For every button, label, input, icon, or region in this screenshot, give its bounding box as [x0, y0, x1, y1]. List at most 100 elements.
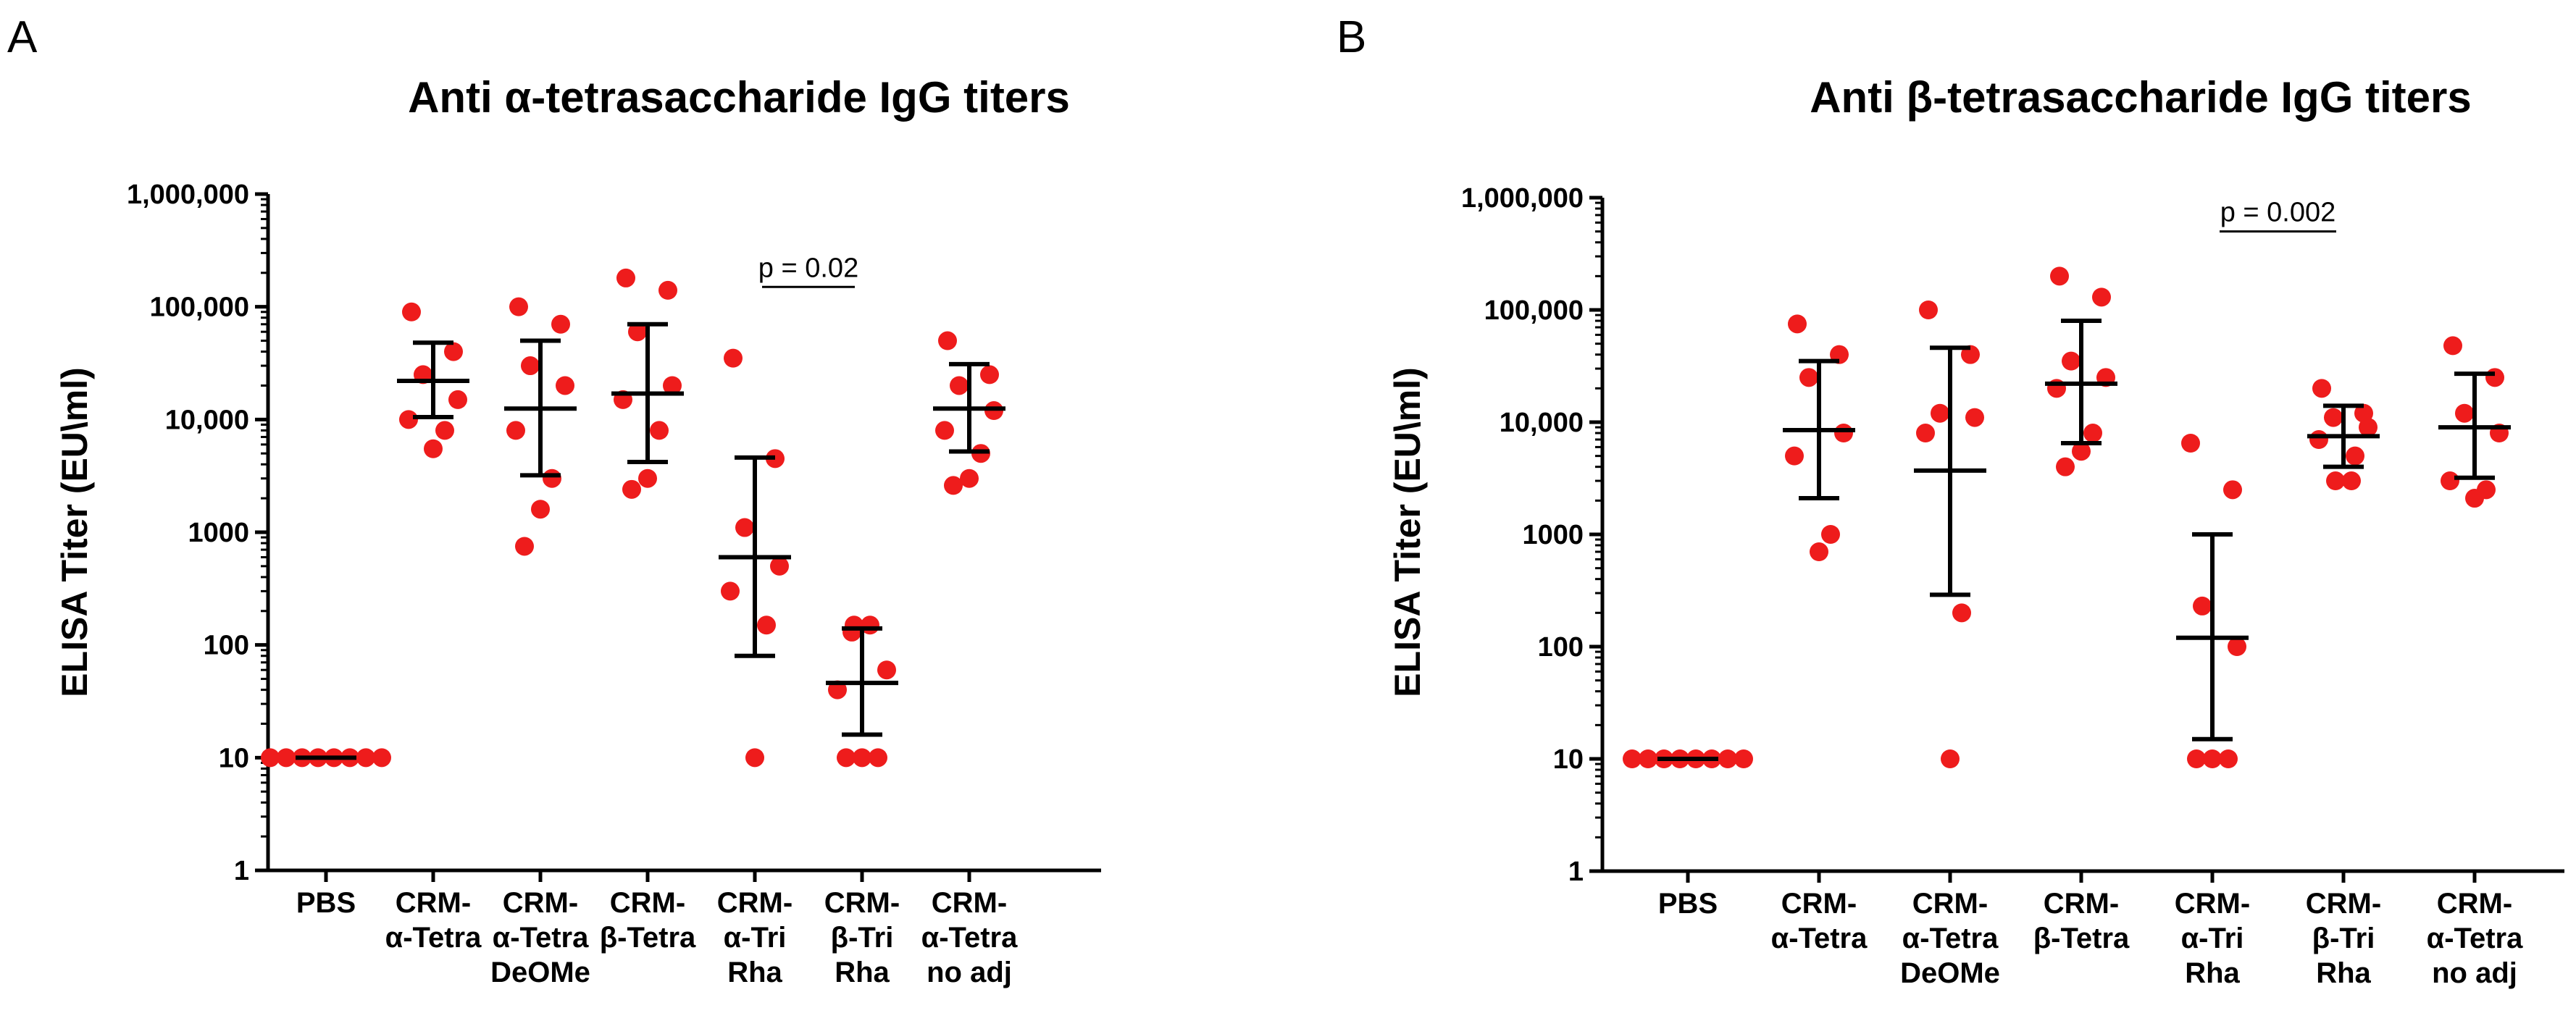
x-tick-label-line-a: DeOMe [490, 957, 590, 988]
data-point-a [724, 348, 743, 368]
data-point-a [616, 268, 635, 287]
data-point-b [2056, 457, 2075, 476]
x-tick-label-line-b: CRM- [2044, 888, 2119, 920]
data-point-a [935, 421, 954, 440]
x-tick-label-line-b: CRM- [2175, 888, 2250, 920]
y-tick-label-b: 10 [1553, 744, 1584, 775]
y-tick-label-b: 10,000 [1500, 408, 1584, 438]
y-tick-label-a: 1000 [188, 518, 249, 548]
y-tick-label-b: 1000 [1522, 520, 1584, 550]
x-tick-label-line-b: α-Tetra [2427, 923, 2524, 954]
x-tick-label-b: PBS [1658, 888, 1718, 920]
chart-title-b: Anti β-tetrasaccharide IgG titers [1810, 73, 2472, 122]
data-point-a [837, 748, 856, 768]
x-tick-label-line-b: DeOMe [1900, 957, 2000, 989]
x-tick-label-a: CRM-α-Tetra no adj [921, 887, 1019, 988]
x-tick-label-a: CRM-β-Tri Rha [824, 887, 900, 988]
data-point-b [2083, 424, 2102, 443]
x-tick-label-line-b: CRM- [2306, 888, 2381, 920]
data-point-a [424, 439, 443, 458]
data-point-b [1639, 749, 1657, 768]
data-point-b [2326, 471, 2345, 491]
data-point-b [2443, 336, 2462, 356]
data-point-b [2465, 489, 2484, 508]
y-axis-label-a: ELISA Titer (EU\ml) [54, 367, 95, 697]
data-point-b [1785, 446, 1804, 466]
data-point-b [1623, 749, 1642, 768]
data-point-b [1965, 408, 1984, 427]
data-point-a [663, 376, 682, 395]
data-point-a [842, 622, 861, 642]
x-tick-label-line-b: α-Tri [2181, 923, 2244, 954]
data-point-b [1718, 749, 1737, 768]
data-point-a [543, 469, 561, 488]
x-tick-label-b: CRM-α-Tetra DeOMe [1900, 888, 2000, 989]
x-tick-label-b: CRM-β-Tetra [2033, 888, 2130, 954]
data-point-b [2203, 749, 2222, 768]
x-tick-label-line-a: Rha [727, 957, 782, 988]
x-tick-label-line-b: β-Tetra [2033, 923, 2130, 954]
data-point-a [444, 342, 463, 361]
data-point-a [521, 356, 540, 376]
data-point-a [877, 660, 896, 680]
data-point-b [1919, 301, 1938, 319]
x-tick-label-a: PBS [296, 887, 356, 919]
data-point-a [628, 322, 647, 342]
data-point-a [506, 421, 525, 440]
chart-title-a: Anti α-tetrasaccharide IgG titers [408, 73, 1070, 122]
p-value-label-a: p = 0.02 [758, 253, 858, 283]
data-point-b [2312, 379, 2331, 398]
data-point-a [735, 518, 754, 537]
data-point-b [1788, 314, 1807, 334]
x-tick-label-line-b: β-Tri [2312, 923, 2375, 954]
y-tick-label-a: 100,000 [150, 293, 249, 323]
data-point-b [2050, 266, 2069, 286]
y-tick-label-a: 100 [204, 631, 249, 661]
data-point-a [658, 280, 677, 300]
x-tick-label-line-a: CRM- [932, 887, 1007, 919]
x-tick-label-a: CRM-β-Tetra [600, 887, 696, 954]
data-point-b [1834, 424, 1853, 443]
x-tick-label-line-b: α-Tetra [1902, 923, 1999, 954]
data-point-a [853, 748, 871, 768]
data-point-a [551, 314, 570, 334]
data-point-a [531, 500, 550, 519]
data-point-a [980, 365, 999, 385]
data-point-a [277, 748, 296, 768]
x-tick-label-line-a: α-Tetra [385, 922, 482, 954]
x-tick-label-line-b: PBS [1658, 888, 1718, 920]
data-point-a [515, 537, 534, 556]
data-point-b [2187, 749, 2206, 768]
data-point-a [960, 469, 979, 488]
data-point-a [622, 479, 641, 499]
x-tick-label-line-a: α-Tetra [921, 922, 1019, 954]
panel-a: A Anti α-tetrasaccharide IgG titers ELIS… [7, 12, 1101, 988]
data-point-b [1810, 542, 1828, 562]
p-value-label-b: p = 0.002 [2220, 198, 2336, 228]
y-tick-label-b: 1 [1568, 857, 1584, 887]
data-point-a [399, 410, 418, 429]
x-tick-label-line-a: PBS [296, 887, 356, 919]
marks-b: p = 0.002 [1623, 198, 2511, 768]
data-point-a [650, 421, 669, 440]
data-point-b [1734, 749, 1753, 768]
data-point-b [1931, 403, 1949, 423]
data-point-b [1941, 749, 1960, 768]
data-point-b [2359, 418, 2378, 437]
y-tick-label-a: 10,000 [165, 405, 249, 435]
data-point-a [938, 331, 957, 350]
data-point-a [372, 748, 391, 768]
data-point-b [1821, 525, 1840, 544]
x-tick-label-line-b: CRM- [1781, 888, 1857, 920]
y-tick-label-b: 100,000 [1484, 295, 1584, 326]
x-tick-label-line-a: β-Tetra [600, 922, 696, 954]
x-tick-label-line-a: CRM- [396, 887, 471, 919]
x-tick-label-a: CRM-α-Tri Rha [717, 887, 793, 988]
data-point-a [950, 376, 969, 395]
y-tick-label-a: 10 [219, 743, 249, 773]
data-point-b [2219, 749, 2238, 768]
x-tick-label-a: CRM-α-Tetra [385, 887, 482, 954]
panel-b: B Anti β-tetrasaccharide IgG titers ELIS… [1337, 12, 2564, 989]
x-tick-label-b: CRM-α-Tetra [1771, 888, 1868, 954]
x-tick-label-line-a: CRM- [717, 887, 793, 919]
